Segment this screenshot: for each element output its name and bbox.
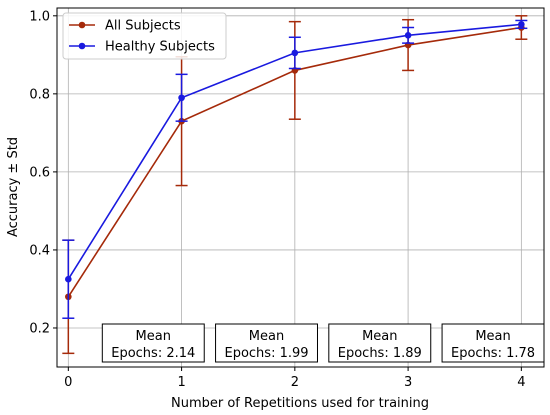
data-point [404,32,412,39]
annotation-line-2: Epochs: 2.14 [111,346,195,361]
epochs-annotation: Mean Epochs: 1.89 [328,323,432,363]
legend-entry: Healthy Subjects [69,40,215,55]
plot-frame [56,7,545,368]
annotation-line-1: Mean [475,329,510,344]
axis-ticks: 0 1 2 3 4 0.2 0.4 0.6 0.8 1.0 [29,9,525,390]
legend-label: Healthy Subjects [105,40,215,55]
annotation-line-1: Mean [362,329,397,344]
annotation-line-2: Epochs: 1.78 [451,346,535,361]
data-point [291,49,299,57]
x-axis-label: Number of Repetitions used for training [171,396,429,411]
y-tick-label: 0.4 [29,243,50,258]
y-tick-label: 0.8 [29,87,50,102]
series-healthy-subjects [62,19,528,319]
y-tick-label: 0.6 [29,165,50,180]
x-tick-label: 1 [177,375,185,390]
annotation-box [441,323,545,363]
annotation-line-2: Epochs: 1.89 [338,346,422,361]
legend-swatch-marker [78,42,86,50]
y-tick-label: 1.0 [29,9,50,24]
plot-background [57,8,544,367]
x-tick-label: 0 [64,375,72,390]
data-point [178,94,185,102]
annotation-line-2: Epochs: 1.99 [224,346,308,361]
epochs-annotation: Mean Epochs: 1.99 [215,323,318,363]
annotation-layer: Mean Epochs: 2.14 Mean Epochs: 1.99 Mean Epoc… [101,323,545,363]
epochs-annotation: Mean Epochs: 2.14 [101,323,205,363]
x-tick-label: 2 [291,375,299,390]
legend-box [62,12,227,60]
data-point [518,21,525,28]
x-tick-label: 3 [404,375,412,390]
y-axis-label: Accuracy ± Std [6,137,21,237]
data-point [65,275,72,283]
annotation-line-1: Mean [249,329,284,344]
annotation-box [101,323,205,363]
legend-label: All Subjects [105,19,181,34]
y-tick-label: 0.2 [29,321,50,336]
series-layer [62,15,528,355]
annotation-line-1: Mean [136,329,171,344]
legend-entry: All Subjects [69,19,181,34]
legend-swatch-marker [78,21,86,29]
annotation-box [215,323,318,363]
legend: All Subjects Healthy Subjects [62,12,227,60]
annotation-box [328,323,432,363]
x-tick-label: 4 [517,375,525,390]
epochs-annotation: Mean Epochs: 1.78 [441,323,545,363]
